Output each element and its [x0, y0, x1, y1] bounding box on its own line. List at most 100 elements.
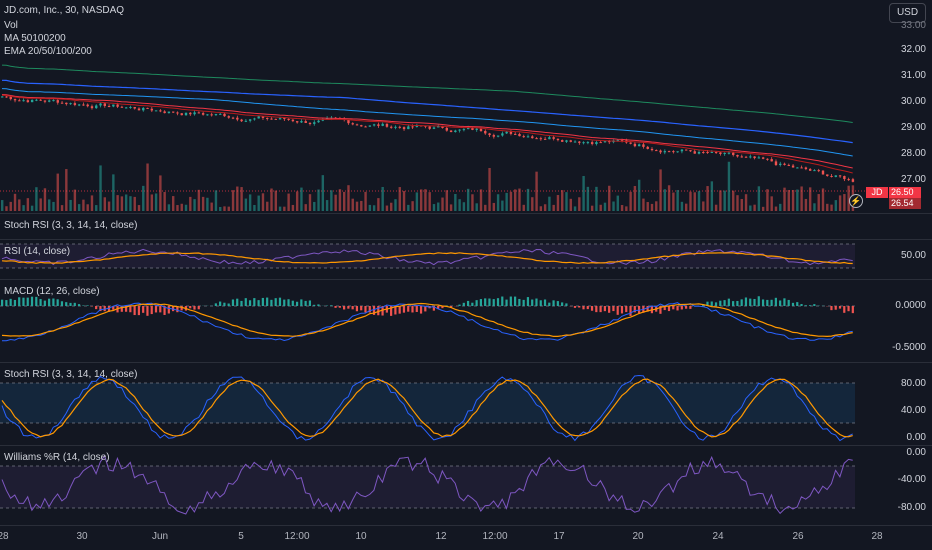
- stoch-rsi-top-title[interactable]: Stoch RSI (3, 3, 14, 14, close): [4, 220, 138, 231]
- volume-bar: [672, 192, 675, 211]
- candle: [189, 112, 192, 115]
- macd-histogram-bar: [30, 296, 34, 306]
- macd-histogram-bar: [159, 306, 162, 313]
- macd-histogram-bar: [599, 306, 602, 313]
- candle: [107, 105, 111, 107]
- candle: [244, 120, 248, 122]
- macd-histogram-bar: [9, 298, 12, 306]
- macd-histogram-bar: [35, 296, 38, 306]
- candle: [116, 104, 119, 107]
- volume-bar: [283, 206, 286, 211]
- volume-bar: [466, 188, 470, 211]
- volume-bar: [714, 204, 718, 211]
- macd-histogram-bar: [625, 306, 628, 313]
- volume-bar: [514, 189, 517, 211]
- candle: [569, 140, 572, 142]
- ma-legend[interactable]: MA 50100200: [4, 33, 66, 44]
- williams-title[interactable]: Williams %R (14, close): [4, 452, 110, 463]
- candle: [766, 158, 769, 160]
- volume-bar: [112, 174, 115, 211]
- volume-bar: [603, 202, 607, 211]
- candle: [637, 144, 641, 147]
- candle: [22, 100, 25, 102]
- volume-bar: [52, 201, 55, 211]
- candle: [847, 179, 850, 181]
- currency-button[interactable]: USD: [889, 3, 926, 23]
- pane-separator[interactable]: [0, 362, 932, 363]
- candle: [253, 118, 256, 120]
- candle: [428, 126, 431, 129]
- volume-bar: [60, 205, 64, 211]
- candle: [351, 123, 354, 125]
- williams-axis-label: 0.00: [906, 447, 926, 458]
- macd-histogram-bar: [620, 306, 624, 314]
- volume-bar: [633, 186, 637, 211]
- macd-histogram-bar: [779, 300, 782, 306]
- candle: [441, 126, 444, 128]
- macd-histogram-bar: [479, 299, 482, 306]
- volume-bar: [30, 205, 34, 211]
- candle: [702, 151, 705, 153]
- macd-title[interactable]: MACD (12, 26, close): [4, 286, 100, 297]
- pane-separator[interactable]: [0, 279, 932, 280]
- volume-bar: [732, 190, 735, 211]
- candle: [407, 126, 410, 130]
- volume-bar: [800, 186, 803, 211]
- macd-histogram-bar: [834, 306, 837, 310]
- time-axis-separator: [0, 525, 932, 526]
- candle: [714, 151, 718, 153]
- rsi-title[interactable]: RSI (14, close): [4, 246, 71, 257]
- volume-bar: [428, 192, 431, 211]
- macd-histogram-bar: [18, 297, 21, 306]
- macd-histogram-bar: [492, 299, 495, 306]
- candle: [774, 161, 778, 165]
- candle: [753, 156, 756, 159]
- candle: [851, 179, 855, 182]
- candle: [364, 126, 367, 128]
- volume-bar: [86, 204, 89, 211]
- volume-bar: [608, 185, 611, 211]
- candle: [295, 121, 299, 123]
- candle: [167, 111, 171, 114]
- macd-histogram-bar: [424, 306, 427, 312]
- volume-bar: [407, 204, 410, 211]
- lightning-icon[interactable]: ⚡: [849, 194, 863, 208]
- ema-legend[interactable]: EMA 20/50/100/200: [4, 46, 92, 57]
- macd-signal-line: [1, 302, 853, 338]
- stoch-rsi-title[interactable]: Stoch RSI (3, 3, 14, 14, close): [4, 369, 138, 380]
- candle: [796, 167, 799, 169]
- candle: [372, 124, 376, 126]
- macd-histogram-bar: [561, 302, 564, 306]
- candle: [270, 118, 273, 120]
- volume-bar: [821, 188, 825, 211]
- macd-histogram-bar: [227, 303, 230, 306]
- candle: [360, 125, 363, 127]
- candle: [385, 123, 389, 127]
- volume-bar: [35, 187, 38, 211]
- volume-bar: [385, 205, 389, 211]
- volume-bar: [539, 206, 543, 211]
- volume-bar: [543, 204, 547, 211]
- candle: [680, 149, 684, 152]
- volume-bar: [419, 189, 423, 211]
- volume-bar: [569, 198, 572, 211]
- volume-bar: [749, 205, 752, 211]
- pane-separator[interactable]: [0, 239, 932, 240]
- candle: [184, 112, 188, 116]
- macd-histogram-bar: [783, 298, 786, 306]
- williams-line: [1, 454, 853, 515]
- volume-bar: [702, 201, 705, 211]
- macd-histogram-bar: [663, 306, 666, 311]
- pane-separator[interactable]: [0, 445, 932, 446]
- macd-histogram-bar: [236, 298, 239, 306]
- price-axis-label: 32.00: [900, 44, 926, 55]
- volume-bar: [531, 197, 534, 211]
- volume-bar: [445, 190, 448, 211]
- macd-histogram-bar: [484, 298, 487, 306]
- pane-separator[interactable]: [0, 213, 932, 214]
- volume-legend[interactable]: Vol: [4, 20, 18, 31]
- candle: [231, 117, 235, 119]
- candle: [154, 110, 158, 112]
